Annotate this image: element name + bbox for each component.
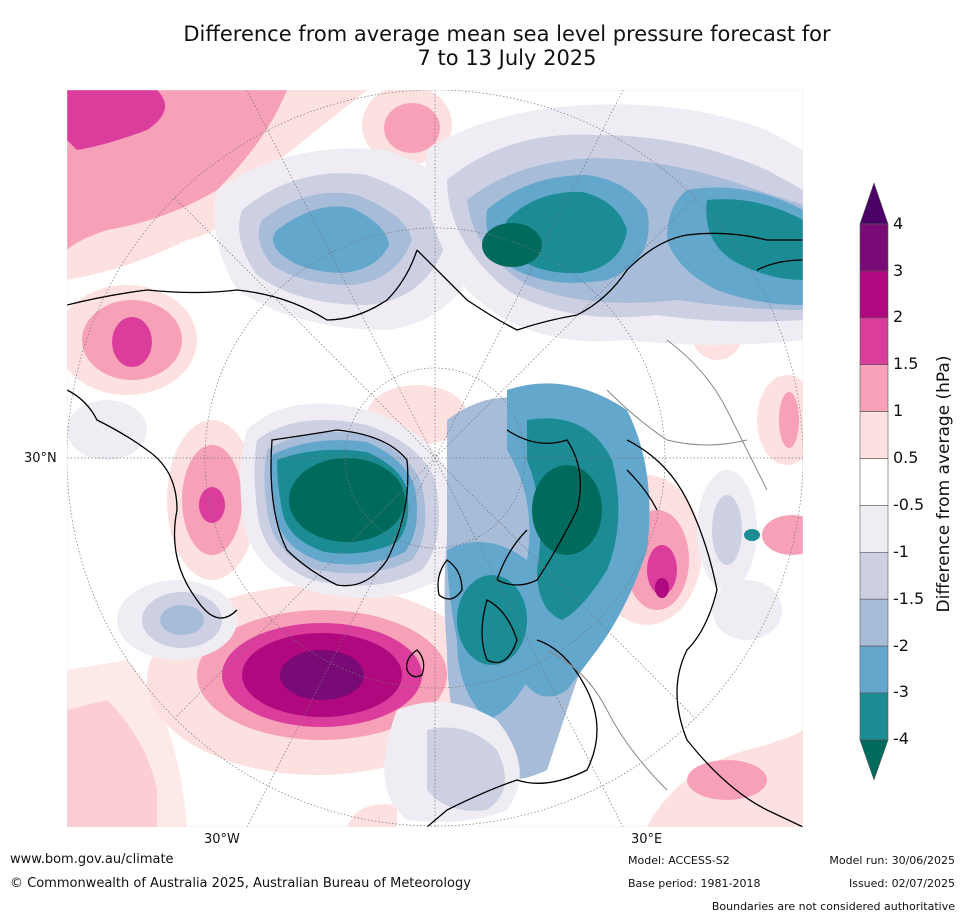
colorbar-band bbox=[859, 458, 889, 506]
graticule bbox=[67, 90, 803, 827]
model-run-text: Model run: 30/06/2025 bbox=[829, 854, 955, 867]
colorbar bbox=[859, 182, 889, 781]
colorbar-band bbox=[859, 505, 889, 553]
colorbar-tick: -2 bbox=[893, 636, 909, 655]
colorbar-band bbox=[859, 411, 889, 459]
colorbar-tick: 4 bbox=[893, 214, 904, 233]
model-text: Model: ACCESS-S2 bbox=[628, 854, 730, 867]
colorbar-band bbox=[859, 223, 889, 272]
colorbar-band bbox=[859, 551, 889, 600]
chart-title-line-2: 7 to 13 July 2025 bbox=[417, 46, 597, 70]
website-link[interactable]: www.bom.gov.au/climate bbox=[10, 852, 174, 867]
issued-text: Issued: 02/07/2025 bbox=[848, 877, 955, 890]
chart-title-line-1: Difference from average mean sea level p… bbox=[183, 22, 831, 46]
lat-label-30n: 30°N bbox=[24, 451, 57, 466]
colorbar-extend-min bbox=[859, 739, 889, 781]
colorbar-band bbox=[859, 317, 889, 366]
colorbar-band bbox=[859, 270, 889, 319]
base-period-text: Base period: 1981-2018 bbox=[628, 877, 761, 890]
colorbar-tick: -0.5 bbox=[893, 495, 925, 514]
colorbar-tick: 1 bbox=[893, 401, 904, 420]
colorbar-tick: -4 bbox=[893, 729, 909, 748]
colorbar-tick: 0.5 bbox=[893, 448, 919, 467]
lon-label-30w: 30°W bbox=[204, 832, 240, 847]
colorbar-band bbox=[859, 645, 889, 694]
colorbar-extend-max bbox=[859, 182, 889, 225]
colorbar-tick: -1.5 bbox=[893, 589, 925, 608]
pressure-anomaly-map bbox=[67, 90, 803, 827]
colorbar-band bbox=[859, 364, 889, 412]
lon-label-30e: 30°E bbox=[631, 832, 663, 847]
copyright-text: © Commonwealth of Australia 2025, Austra… bbox=[10, 876, 471, 891]
colorbar-tick: -3 bbox=[893, 682, 909, 701]
country-borders bbox=[546, 339, 768, 791]
colorbar-tick: 3 bbox=[893, 261, 904, 280]
colorbar-band bbox=[859, 598, 889, 647]
colorbar-tick: -1 bbox=[893, 542, 909, 561]
colorbar-tick: 1.5 bbox=[893, 354, 919, 373]
colorbar-tick: 2 bbox=[893, 307, 904, 326]
colorbar-band bbox=[859, 692, 889, 741]
disclaimer-text: Boundaries are not considered authoritat… bbox=[711, 900, 955, 913]
coastlines bbox=[67, 232, 803, 827]
colorbar-label: Difference from average (hPa) bbox=[934, 355, 954, 613]
